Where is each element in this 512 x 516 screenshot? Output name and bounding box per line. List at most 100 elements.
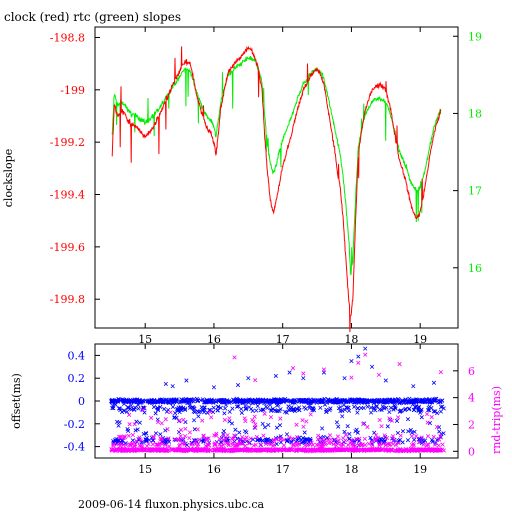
- offset-point: [359, 399, 365, 404]
- y2-tick-label: 2: [468, 418, 475, 431]
- offset-point: [195, 397, 200, 403]
- x-tick-label: 19: [413, 463, 427, 476]
- roundtrip-point: [163, 417, 168, 422]
- offset-point: [118, 408, 123, 413]
- roundtrip-point: [209, 415, 214, 420]
- offset-point: [247, 405, 252, 410]
- offset-point: [153, 411, 158, 416]
- offset-point: [334, 420, 340, 425]
- offset-point: [409, 430, 414, 435]
- offset-point: [142, 410, 147, 415]
- roundtrip-point: [247, 441, 252, 446]
- roundtrip-point: [118, 434, 123, 439]
- roundtrip-point: [251, 443, 256, 448]
- offset-point: [260, 421, 265, 426]
- roundtrip-point: [182, 442, 187, 447]
- roundtrip-point: [365, 424, 370, 430]
- offset-point: [135, 402, 141, 408]
- offset-point: [405, 438, 411, 443]
- roundtrip-point: [409, 442, 414, 448]
- offset-point: [284, 432, 290, 437]
- offset-point: [264, 398, 269, 403]
- roundtrip-point: [376, 448, 381, 453]
- roundtrip-point: [419, 447, 424, 452]
- offset-point: [178, 407, 183, 412]
- offset-point: [175, 408, 180, 413]
- offset-point: [298, 437, 303, 442]
- offset-point: [195, 398, 200, 404]
- roundtrip-point: [243, 419, 248, 424]
- roundtrip-point: [217, 436, 222, 441]
- roundtrip-point: [410, 447, 415, 452]
- roundtrip-point: [369, 439, 375, 444]
- roundtrip-point: [181, 417, 186, 422]
- roundtrip-point: [356, 447, 362, 452]
- roundtrip-point: [118, 447, 123, 452]
- offset-point: [194, 439, 199, 444]
- offset-point: [187, 403, 192, 408]
- roundtrip-point: [197, 437, 202, 442]
- offset-outlier-point: [184, 378, 189, 383]
- roundtrip-point: [308, 447, 313, 452]
- offset-outlier-point: [411, 384, 416, 389]
- x-tick-label: 19: [413, 333, 427, 346]
- offset-point: [336, 424, 341, 429]
- offset-point: [221, 399, 227, 404]
- offset-point: [365, 404, 370, 409]
- roundtrip-point: [361, 421, 366, 427]
- offset-point: [227, 409, 232, 414]
- roundtrip-point: [367, 447, 372, 452]
- offset-point: [113, 399, 118, 404]
- roundtrip-point: [421, 442, 426, 447]
- y-tick-label: -199.8: [50, 293, 85, 306]
- offset-point: [353, 429, 358, 434]
- roundtrip-point: [271, 437, 276, 442]
- roundtrip-point: [366, 441, 371, 446]
- roundtrip-point: [325, 437, 331, 443]
- roundtrip-point: [158, 437, 164, 442]
- offset-point: [223, 402, 229, 407]
- offset-point: [130, 438, 135, 443]
- offset-point: [317, 400, 322, 405]
- roundtrip-point: [146, 441, 151, 447]
- offset-point: [129, 398, 134, 404]
- offset-point: [319, 398, 324, 404]
- roundtrip-point: [150, 442, 155, 447]
- roundtrip-point: [354, 437, 359, 442]
- roundtrip-point: [285, 448, 290, 453]
- roundtrip-point: [117, 434, 122, 439]
- roundtrip-point: [121, 434, 127, 439]
- roundtrip-point: [279, 436, 284, 441]
- offset-point: [200, 408, 205, 413]
- roundtrip-point: [290, 447, 295, 453]
- roundtrip-point: [126, 433, 131, 438]
- roundtrip-point: [343, 438, 348, 443]
- offset-outlier-point: [163, 381, 168, 386]
- offset-point: [256, 400, 261, 405]
- offset-point: [269, 399, 274, 404]
- offset-outlier-point: [211, 385, 217, 390]
- offset-point: [183, 407, 188, 413]
- roundtrip-point: [224, 441, 229, 446]
- offset-point: [223, 406, 228, 411]
- offset-point: [369, 438, 374, 443]
- roundtrip-point: [400, 448, 405, 453]
- offset-outlier-point: [349, 359, 354, 364]
- y-tick-label: 0.4: [68, 349, 86, 362]
- offset-point: [304, 437, 309, 442]
- roundtrip-point: [196, 447, 201, 452]
- roundtrip-point: [393, 442, 399, 448]
- y-tick-label: -0.2: [64, 418, 85, 431]
- roundtrip-point: [251, 448, 256, 453]
- offset-outlier-point: [356, 354, 361, 359]
- roundtrip-point: [262, 411, 267, 416]
- roundtrip-outlier-point: [397, 362, 402, 367]
- roundtrip-point: [379, 447, 384, 452]
- offset-point: [388, 405, 393, 410]
- roundtrip-point: [271, 448, 276, 454]
- offset-point: [238, 397, 243, 402]
- roundtrip-outlier-point: [349, 375, 354, 380]
- roundtrip-point: [131, 448, 136, 453]
- offset-point: [306, 400, 311, 405]
- offset-outlier-point: [321, 370, 327, 375]
